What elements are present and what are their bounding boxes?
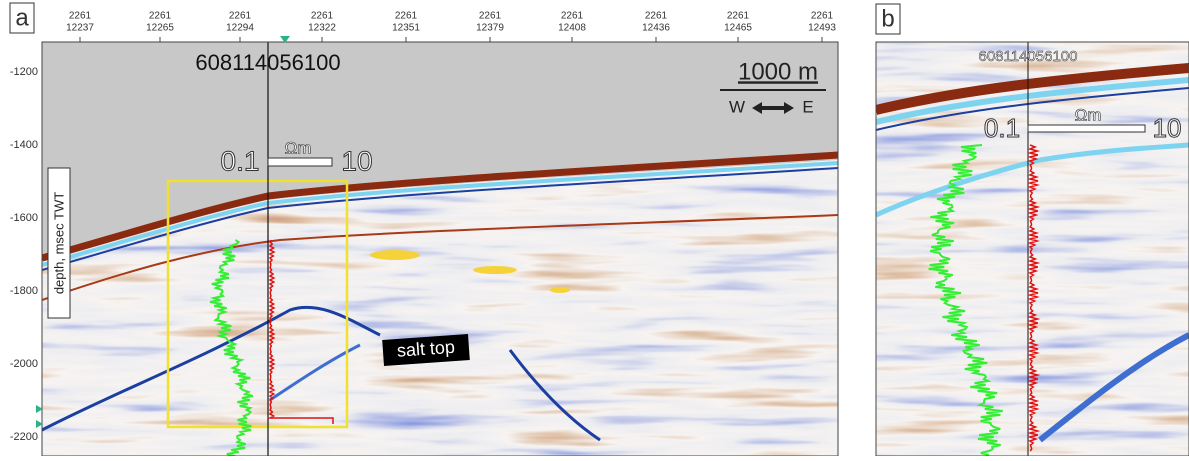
top-tick-label: 12294 (226, 23, 254, 34)
resistivity-log (267, 239, 334, 424)
bright-spot (473, 266, 517, 274)
top-tick-label: 2261 (395, 11, 418, 22)
side-marker (36, 405, 43, 428)
horizon (1038, 332, 1189, 443)
depth-tick-label: -2200 (10, 431, 38, 443)
top-tick-label: 12265 (146, 23, 174, 34)
top-tick-label: 2261 (727, 11, 750, 22)
direction-arrow (752, 102, 794, 114)
horizon (269, 343, 361, 402)
well-name: 608114056100 (979, 48, 1078, 65)
horizon (42, 214, 838, 301)
depth-tick-label: -2000 (10, 358, 38, 370)
horizon (42, 151, 838, 262)
horizon (876, 142, 1189, 218)
horizon (876, 87, 1189, 131)
top-tick-label: 12465 (724, 23, 752, 34)
horizon (876, 63, 1189, 115)
top-tick-label: 2261 (311, 11, 334, 22)
horizon (876, 77, 1189, 125)
horizon (42, 305, 381, 432)
top-tick-label: 12237 (66, 23, 94, 34)
log-scale-min: 0.1 (984, 113, 1020, 143)
top-tick-label: 12379 (476, 23, 504, 34)
horizon (508, 349, 601, 442)
well-name: 608114056100 (195, 50, 340, 75)
log-unit: Ωm (1075, 105, 1102, 124)
horizon (42, 167, 838, 271)
top-tick-label: 2261 (69, 11, 92, 22)
top-tick-label: 2261 (561, 11, 584, 22)
log-unit: Ωm (285, 138, 312, 157)
seismic-section (42, 42, 838, 456)
well-marker (280, 36, 290, 43)
top-tick-label: 2261 (149, 11, 172, 22)
resistivity-log (1027, 144, 1041, 452)
depth-axis: -1200 -1400 -1600 -1800 -2000 -2200 (10, 66, 38, 443)
log-scale-max: 10 (1153, 113, 1182, 143)
top-tick-label: 12436 (642, 23, 670, 34)
log-scale-bar (267, 157, 333, 167)
top-tick-label: 12408 (558, 23, 586, 34)
depth-tick-label: -1200 (10, 66, 38, 78)
panel-label-box (875, 3, 901, 35)
bright-spot (550, 287, 570, 293)
depth-tick-label: -1400 (10, 139, 38, 151)
top-tick-label: 2261 (479, 11, 502, 22)
zoom-box (166, 179, 349, 429)
scale-bar: 1000 m (738, 58, 818, 85)
annotation: salt top (382, 334, 470, 366)
horizon (42, 161, 838, 267)
direction-west: W (729, 97, 745, 116)
log-scale-max: 10 (341, 145, 372, 176)
panel-label: a (15, 4, 29, 31)
annotation-box (382, 334, 470, 366)
depth-tick-label: -1800 (10, 285, 38, 297)
top-tick-label: 12351 (392, 23, 420, 34)
bright-spot (370, 250, 420, 260)
top-tick-label: 2261 (645, 11, 668, 22)
top-tick-label: 12493 (808, 23, 836, 34)
panel-label: b (881, 5, 894, 32)
top-tick-label: 12322 (308, 23, 336, 34)
top-axis: 2261122372261122652261122942261123222261… (66, 11, 836, 42)
log-scale-bar (1027, 124, 1146, 133)
axis-label-box (47, 167, 71, 319)
panel-label-box (9, 2, 35, 34)
axis-label: depth, msec TWT (51, 192, 66, 294)
top-tick-label: 2261 (811, 11, 834, 22)
log-scale-min: 0.1 (221, 145, 260, 176)
depth-tick-label: -1600 (10, 212, 38, 224)
gamma-log (928, 144, 1003, 456)
direction-east: E (802, 97, 813, 116)
annotation-text: salt top (396, 337, 455, 361)
top-tick-label: 2261 (229, 11, 252, 22)
gamma-log (209, 239, 254, 456)
seismic-zoom (876, 42, 1189, 456)
